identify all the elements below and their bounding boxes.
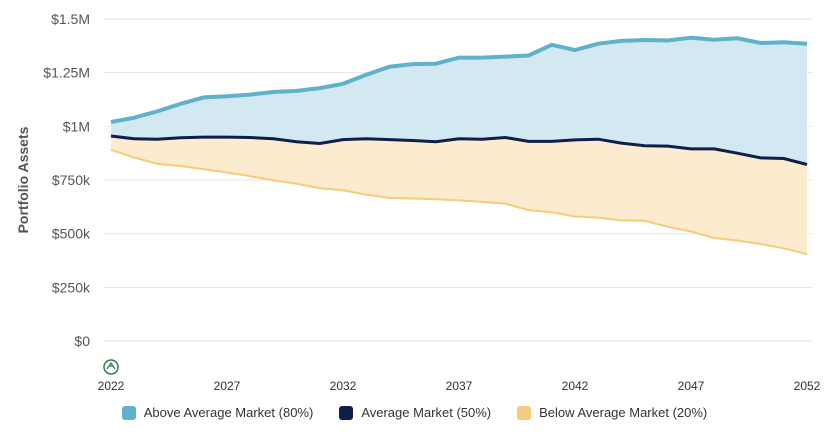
y-tick-label: $750k	[52, 172, 91, 188]
x-tick-label: 2037	[446, 379, 473, 393]
legend-swatch	[339, 405, 354, 420]
x-tick-label: 2022	[98, 379, 125, 393]
legend-item[interactable]: Below Average Market (20%)	[517, 405, 707, 420]
palm-icon	[106, 361, 116, 370]
line-above-average-market	[110, 35, 808, 124]
y-tick-label: $250k	[52, 279, 91, 295]
start-marker[interactable]	[103, 359, 119, 375]
area-below-average	[111, 136, 807, 255]
series-lines	[110, 35, 808, 256]
y-tick-label: $1.5M	[51, 11, 90, 27]
x-tick-label: 2027	[214, 379, 241, 393]
area-fills	[111, 37, 807, 255]
y-axis-label: Portfolio Assets	[15, 126, 31, 233]
y-axis-ticks: $0 $250k $500k $750k $1M $1.25M $1.5M	[43, 11, 91, 349]
legend-swatch	[517, 405, 532, 420]
legend-swatch	[121, 405, 136, 420]
x-tick-label: 2032	[330, 379, 357, 393]
x-tick-label: 2052	[794, 379, 821, 393]
line-average-market	[110, 134, 808, 166]
y-tick-label: $0	[74, 333, 90, 349]
legend-label: Above Average Market (80%)	[143, 405, 314, 420]
legend-item[interactable]: Above Average Market (80%)	[121, 405, 314, 420]
area-chart: $0 $250k $500k $750k $1M $1.25M $1.5M 2022 2027…	[15, 11, 821, 393]
line-below-average-market	[110, 148, 808, 256]
legend: Above Average Market (80%) Average Market…	[0, 405, 829, 420]
legend-label: Below Average Market (20%)	[539, 405, 708, 420]
area-above-average	[111, 37, 807, 165]
y-tick-label: $500k	[52, 226, 91, 242]
y-tick-label: $1M	[63, 118, 90, 134]
x-tick-label: 2047	[678, 379, 705, 393]
legend-label: Average Market (50%)	[361, 405, 492, 420]
x-tick-label: 2042	[562, 379, 589, 393]
x-axis-ticks: 2022 2027 2032 2037 2042 2047 2052	[98, 379, 821, 393]
legend-item[interactable]: Average Market (50%)	[339, 405, 491, 420]
y-tick-label: $1.25M	[43, 65, 90, 81]
start-marker-icon[interactable]	[103, 359, 119, 375]
